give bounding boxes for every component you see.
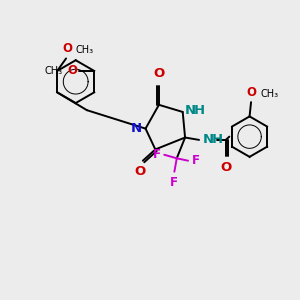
Text: O: O bbox=[62, 43, 72, 56]
Text: O: O bbox=[67, 64, 77, 77]
Text: O: O bbox=[153, 68, 164, 80]
Text: O: O bbox=[134, 165, 146, 178]
Text: F: F bbox=[192, 154, 200, 167]
Text: N: N bbox=[203, 133, 214, 146]
Text: O: O bbox=[220, 161, 231, 174]
Text: N: N bbox=[185, 104, 196, 117]
Text: CH₃: CH₃ bbox=[45, 66, 63, 76]
Text: N: N bbox=[131, 122, 142, 135]
Text: O: O bbox=[246, 86, 256, 99]
Text: CH₃: CH₃ bbox=[261, 88, 279, 99]
Text: H: H bbox=[194, 104, 205, 117]
Text: H: H bbox=[212, 133, 223, 146]
Text: F: F bbox=[153, 148, 161, 161]
Text: F: F bbox=[170, 176, 178, 189]
Text: CH₃: CH₃ bbox=[76, 46, 94, 56]
